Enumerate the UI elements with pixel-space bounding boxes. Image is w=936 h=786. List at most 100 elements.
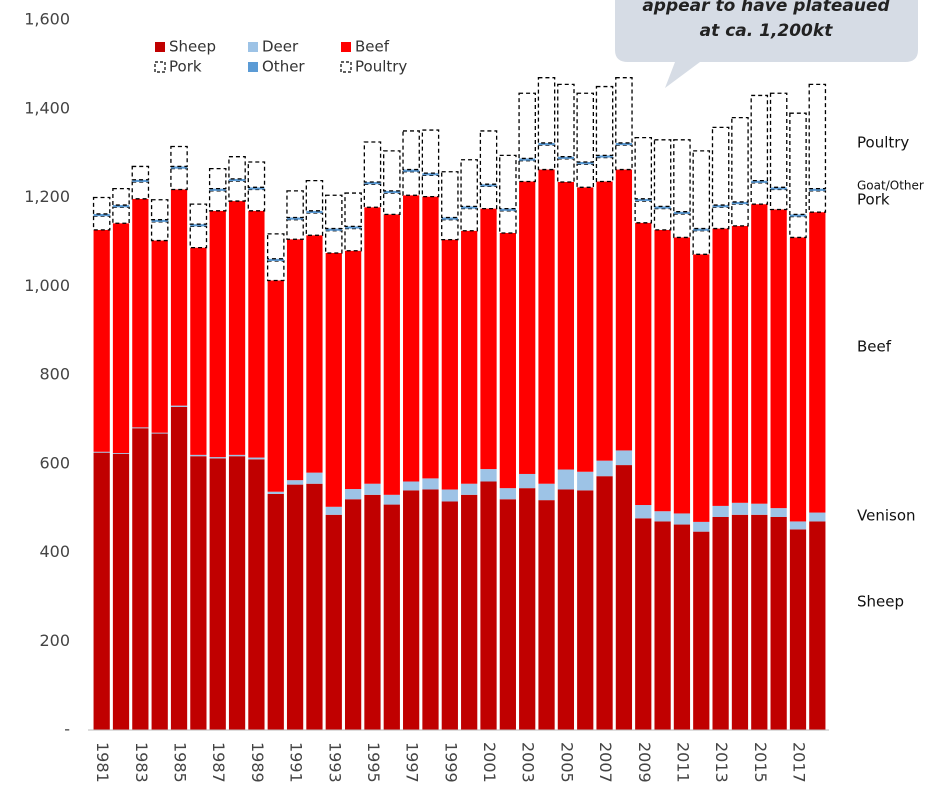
bar-segment (170, 166, 188, 169)
bar-segment (654, 521, 671, 730)
bar-segment (286, 480, 304, 485)
bar-segment (557, 181, 575, 470)
bar-segment (480, 469, 497, 482)
bar-segment (731, 502, 749, 515)
bar-segment (150, 221, 169, 242)
bar-segment (112, 453, 130, 454)
bar-segment (189, 225, 208, 249)
bar-segment (519, 488, 536, 730)
bar-segment (809, 521, 826, 730)
bar-segment (538, 169, 555, 484)
bar-segment (363, 141, 382, 183)
bar-segment (190, 247, 207, 455)
bar-segment (577, 187, 594, 472)
bar-segment (808, 83, 827, 190)
bar-segment (461, 483, 478, 495)
bar-segment (557, 158, 575, 183)
bar-segment (403, 169, 420, 172)
bar-segment (789, 237, 807, 522)
bar-segment (209, 457, 226, 459)
y-tick-label: - (64, 720, 70, 739)
bar-segment (654, 511, 671, 522)
bar-segment (673, 513, 691, 525)
bar-segment (383, 214, 400, 495)
bar-segment (266, 233, 285, 260)
bar-segment (306, 210, 323, 214)
bar-segment (712, 517, 729, 730)
bar-segment (673, 213, 691, 239)
callout-bubble (615, 0, 918, 88)
bar-segment (499, 208, 516, 211)
side-label: Venison (857, 507, 916, 525)
bar-segment (92, 215, 111, 231)
x-tick-label: 2003 (519, 742, 538, 783)
bar-segment (92, 196, 111, 215)
bar-segment (576, 163, 594, 188)
bar-segment (770, 187, 787, 190)
x-tick-label: 1999 (441, 742, 460, 783)
bar-segment (673, 524, 691, 730)
bar-segment (654, 206, 671, 209)
side-label: Beef (857, 338, 892, 356)
bar-segment (461, 494, 478, 730)
bar-segment (635, 518, 652, 730)
bar-segment (422, 173, 439, 176)
bar-segment (595, 156, 614, 183)
bar-segment (557, 469, 575, 490)
bar-segment (519, 181, 536, 474)
legend-label: Sheep (169, 38, 216, 56)
bar-segment (402, 171, 420, 196)
bar-segment (403, 490, 420, 730)
x-tick-label: 2015 (751, 742, 770, 783)
bar-segment (731, 201, 749, 205)
bar-segment (248, 459, 265, 730)
bar-segment (615, 77, 633, 144)
bar-segment (789, 521, 807, 530)
bar-segment (325, 230, 343, 254)
bar-segment (479, 185, 498, 210)
bar-segment (711, 206, 730, 230)
bar-segment (267, 258, 284, 261)
bar-segment (557, 83, 575, 158)
bar-segment (576, 92, 594, 163)
bar-segment (770, 508, 787, 517)
bar-segment (325, 228, 342, 231)
bar-segment (150, 199, 169, 221)
bar-segment (364, 483, 381, 495)
legend-label: Poultry (355, 58, 407, 76)
bar-segment (673, 237, 691, 514)
x-tick-label: 1995 (364, 742, 383, 783)
bar-segment (325, 252, 342, 507)
bar-segment (693, 254, 710, 522)
bar-segment (403, 481, 420, 491)
bar-segment (480, 481, 497, 730)
bar-segment (711, 126, 730, 206)
bar-segment (228, 454, 246, 457)
bar-segment (306, 472, 323, 484)
bar-segment (635, 198, 652, 202)
bar-segment (441, 489, 458, 502)
bar-segment (286, 190, 304, 219)
y-tick-label: 200 (39, 631, 70, 650)
bar-segment (480, 208, 497, 470)
x-tick-label: 1983 (132, 742, 151, 783)
bar-segment (286, 239, 304, 481)
bar-segment (190, 456, 207, 730)
bar-segment (267, 280, 284, 492)
x-tick-label: 1989 (248, 742, 267, 783)
bar-segment (809, 188, 826, 191)
bar-segment (750, 182, 769, 205)
bar-segment (306, 483, 323, 730)
bar-segment (267, 493, 284, 730)
x-tick-label: 1991 (287, 742, 306, 783)
bar-segment (441, 239, 458, 490)
bar-segment (344, 226, 362, 229)
bar-segment (461, 206, 478, 209)
bar-segment (248, 210, 265, 458)
bar-segment (228, 156, 246, 180)
bar-segment (693, 521, 710, 532)
bar-segment (537, 144, 556, 171)
bar-segment (228, 456, 246, 730)
bar-segment (538, 142, 555, 146)
bar-segment (653, 207, 672, 231)
